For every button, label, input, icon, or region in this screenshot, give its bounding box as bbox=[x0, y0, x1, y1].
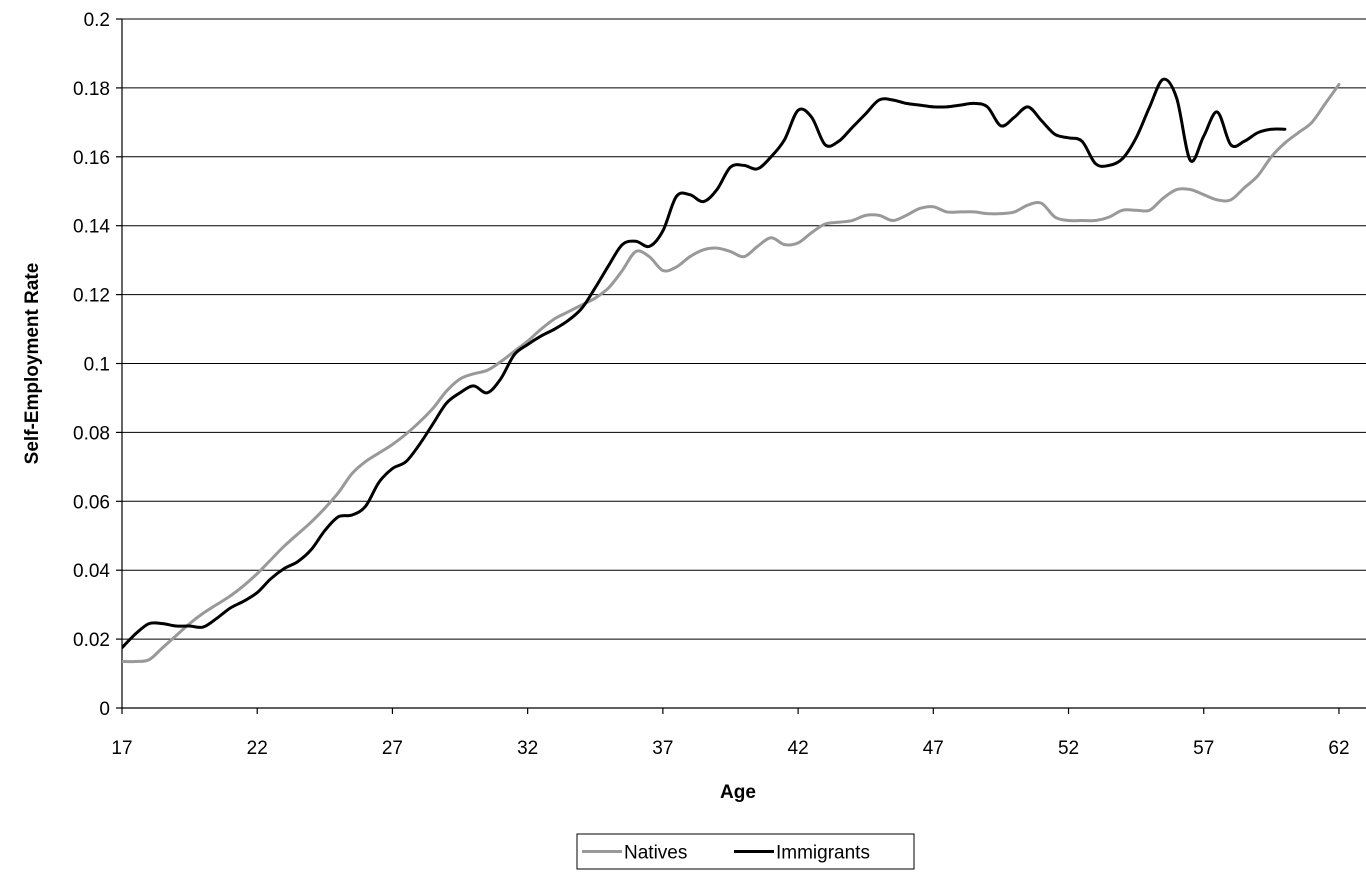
x-tick-label: 47 bbox=[923, 738, 944, 759]
y-tick-label: 0.08 bbox=[73, 423, 110, 444]
y-tick-label: 0.2 bbox=[84, 10, 110, 31]
series-line-natives bbox=[122, 82, 1341, 664]
legend: Natives Immigrants bbox=[576, 833, 915, 870]
x-tick-label: 37 bbox=[652, 738, 673, 759]
x-tick-label: 62 bbox=[1328, 738, 1349, 759]
x-tick-label: 52 bbox=[1058, 738, 1079, 759]
legend-label-immigrants: Immigrants bbox=[776, 843, 870, 864]
x-tick-label: 32 bbox=[517, 738, 538, 759]
y-tick-label: 0.14 bbox=[73, 217, 110, 238]
y-tick-label: 0.02 bbox=[73, 630, 110, 651]
y-tick-label: 0 bbox=[99, 699, 110, 720]
x-tick-label: 42 bbox=[788, 738, 809, 759]
x-tick-label: 17 bbox=[111, 738, 132, 759]
x-tick-label: 22 bbox=[247, 738, 268, 759]
y-tick-label: 0.12 bbox=[73, 286, 110, 307]
series-lines bbox=[122, 77, 1341, 664]
x-axis-title: Age bbox=[720, 782, 756, 803]
series-line-immigrants bbox=[122, 77, 1287, 650]
y-tick-label: 0.06 bbox=[73, 492, 110, 513]
y-tick-label: 0.16 bbox=[73, 148, 110, 169]
y-ticks: 0 0.02 0.04 0.06 0.08 0.1 0.12 0.14 0.16 0.18 0.2 bbox=[73, 10, 122, 720]
x-ticks: 17 22 27 32 37 42 47 52 57 62 bbox=[111, 708, 1350, 759]
legend-label-natives: Natives bbox=[624, 843, 687, 864]
y-tick-label: 0.1 bbox=[84, 355, 110, 376]
x-tick-label: 27 bbox=[382, 738, 403, 759]
y-tick-label: 0.18 bbox=[73, 79, 110, 100]
y-tick-label: 0.04 bbox=[73, 561, 110, 582]
y-axis-title: Self-Employment Rate bbox=[22, 263, 43, 465]
x-tick-label: 57 bbox=[1193, 738, 1214, 759]
